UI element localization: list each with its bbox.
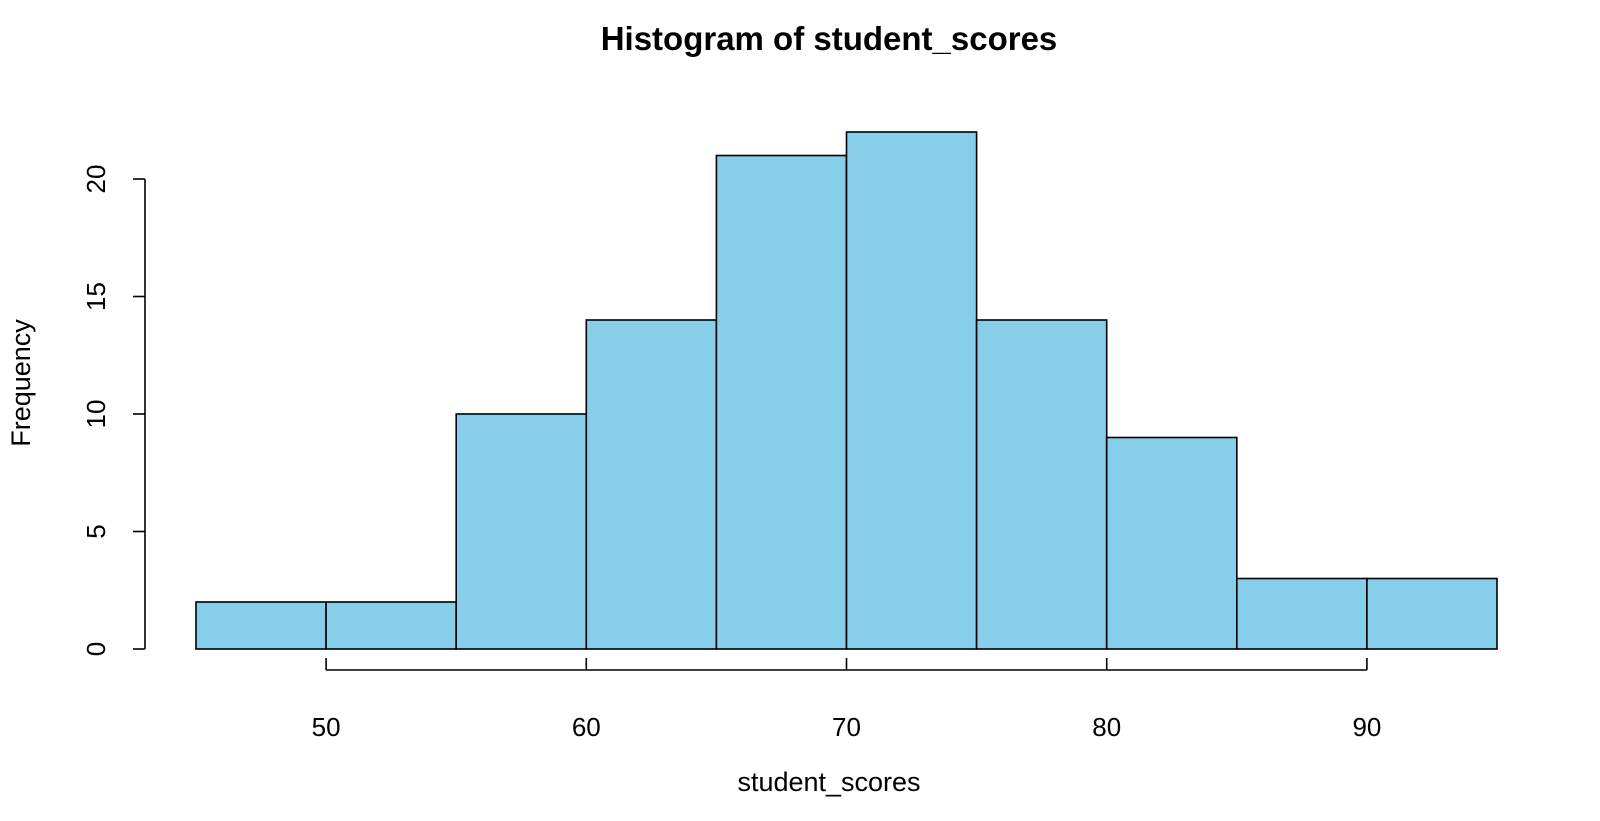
histogram-bar-4 <box>715 154 848 650</box>
y-axis: 0 5 10 15 20 <box>81 165 146 656</box>
x-tick-label-80: 80 <box>1092 712 1121 742</box>
x-tick-label-70: 70 <box>832 712 861 742</box>
histogram-bar-8 <box>1236 577 1368 650</box>
histogram-bar-2 <box>455 413 588 650</box>
y-tick-label-5: 5 <box>81 524 111 538</box>
y-tick-label-20: 20 <box>81 165 111 194</box>
x-axis: 50 60 70 80 90 <box>312 658 1381 742</box>
bars-group <box>195 131 1498 650</box>
chart-title: Histogram of student_scores <box>601 20 1058 57</box>
histogram-bar-3 <box>585 319 718 650</box>
histogram-bar-1 <box>325 601 458 650</box>
y-tick-label-0: 0 <box>81 642 111 656</box>
histogram-bar-9 <box>1366 577 1498 650</box>
histogram-bar-6 <box>975 319 1108 650</box>
histogram-bar-0 <box>195 601 327 650</box>
x-tick-label-50: 50 <box>312 712 341 742</box>
y-tick-label-15: 15 <box>81 282 111 311</box>
x-tick-label-60: 60 <box>572 712 601 742</box>
histogram-bar-5 <box>845 131 978 650</box>
y-axis-label: Frequency <box>6 319 36 447</box>
histogram-bar-7 <box>1105 436 1238 650</box>
y-tick-label-10: 10 <box>81 400 111 429</box>
x-tick-label-90: 90 <box>1352 712 1381 742</box>
x-axis-label: student_scores <box>737 767 920 797</box>
